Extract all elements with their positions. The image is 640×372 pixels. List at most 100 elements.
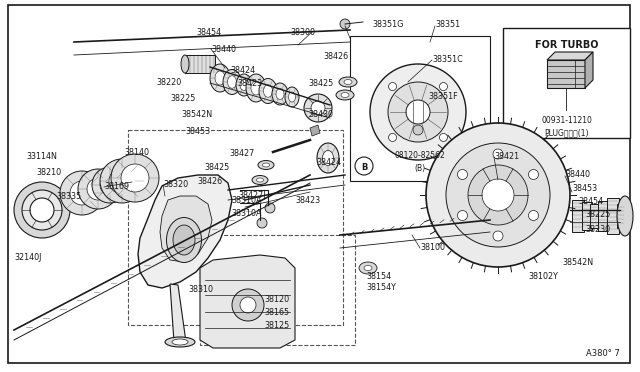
Text: 38423: 38423 bbox=[295, 196, 320, 205]
Circle shape bbox=[388, 82, 448, 142]
Ellipse shape bbox=[359, 262, 377, 274]
Text: 38154: 38154 bbox=[366, 272, 391, 281]
Text: 38335: 38335 bbox=[56, 192, 81, 201]
Text: 38154Y: 38154Y bbox=[366, 283, 396, 292]
Ellipse shape bbox=[317, 143, 339, 173]
Circle shape bbox=[311, 101, 325, 115]
Circle shape bbox=[265, 203, 275, 213]
Ellipse shape bbox=[181, 55, 189, 73]
Ellipse shape bbox=[264, 85, 273, 97]
Polygon shape bbox=[138, 175, 232, 288]
Text: 38310A: 38310A bbox=[231, 196, 262, 205]
Text: 38427J: 38427J bbox=[238, 191, 266, 200]
Ellipse shape bbox=[166, 218, 202, 263]
Bar bbox=[590, 204, 598, 228]
Text: 38125: 38125 bbox=[264, 321, 289, 330]
Ellipse shape bbox=[336, 90, 354, 100]
Circle shape bbox=[100, 175, 120, 195]
Text: 38454: 38454 bbox=[578, 197, 603, 206]
Text: 38102Y: 38102Y bbox=[528, 272, 558, 281]
Text: (B): (B) bbox=[415, 164, 426, 173]
Circle shape bbox=[340, 19, 350, 29]
Text: 38140: 38140 bbox=[124, 148, 149, 157]
Circle shape bbox=[355, 157, 373, 175]
Circle shape bbox=[426, 123, 570, 267]
Text: 38542N: 38542N bbox=[181, 110, 212, 119]
Text: 38427: 38427 bbox=[229, 149, 254, 158]
Text: 38426: 38426 bbox=[197, 177, 222, 186]
Text: 38423: 38423 bbox=[237, 79, 262, 88]
Text: FOR TURBO: FOR TURBO bbox=[535, 40, 598, 50]
Circle shape bbox=[109, 168, 135, 194]
Text: 38320: 38320 bbox=[163, 180, 188, 189]
Bar bbox=[547, 60, 585, 88]
Bar bbox=[598, 201, 608, 231]
Text: 38430: 38430 bbox=[308, 110, 333, 119]
Circle shape bbox=[304, 94, 332, 122]
Polygon shape bbox=[547, 52, 593, 60]
Text: 38351: 38351 bbox=[435, 20, 460, 29]
Bar bbox=[350, 36, 490, 181]
Text: 38351F: 38351F bbox=[428, 92, 458, 101]
Ellipse shape bbox=[215, 71, 225, 85]
Circle shape bbox=[529, 211, 538, 221]
Circle shape bbox=[60, 171, 104, 215]
Circle shape bbox=[446, 143, 550, 247]
Text: 38300: 38300 bbox=[290, 28, 315, 37]
Ellipse shape bbox=[172, 339, 188, 345]
Bar bbox=[617, 204, 625, 228]
Text: 38425: 38425 bbox=[204, 163, 229, 172]
Ellipse shape bbox=[210, 64, 230, 92]
Text: A380° 7: A380° 7 bbox=[586, 349, 620, 358]
Bar bbox=[185, 55, 215, 73]
Circle shape bbox=[440, 134, 447, 141]
Circle shape bbox=[493, 149, 503, 159]
Text: 38440: 38440 bbox=[565, 170, 590, 179]
Bar bbox=[582, 202, 592, 230]
Text: B: B bbox=[361, 163, 367, 172]
Circle shape bbox=[257, 218, 267, 228]
Ellipse shape bbox=[258, 160, 274, 170]
Ellipse shape bbox=[364, 266, 372, 270]
Bar bbox=[128, 130, 343, 325]
Text: 38225: 38225 bbox=[585, 210, 611, 219]
Circle shape bbox=[87, 178, 109, 200]
Text: 38351C: 38351C bbox=[432, 55, 463, 64]
Circle shape bbox=[121, 164, 149, 192]
Polygon shape bbox=[170, 284, 186, 342]
Text: 38210: 38210 bbox=[36, 168, 61, 177]
Ellipse shape bbox=[232, 289, 264, 321]
Text: 38440: 38440 bbox=[211, 45, 236, 54]
Ellipse shape bbox=[617, 196, 633, 236]
Polygon shape bbox=[585, 52, 593, 88]
Ellipse shape bbox=[272, 83, 288, 105]
Text: 38454: 38454 bbox=[196, 28, 221, 37]
Ellipse shape bbox=[240, 80, 248, 90]
Circle shape bbox=[111, 154, 159, 202]
Circle shape bbox=[100, 159, 144, 203]
Circle shape bbox=[22, 190, 62, 230]
Circle shape bbox=[14, 182, 70, 238]
Circle shape bbox=[370, 64, 466, 160]
Ellipse shape bbox=[344, 80, 352, 84]
Text: 38169: 38169 bbox=[104, 182, 129, 191]
Text: PLUGプラグ(1): PLUGプラグ(1) bbox=[544, 128, 589, 137]
Bar bbox=[503, 28, 630, 138]
Circle shape bbox=[388, 83, 397, 90]
Circle shape bbox=[493, 231, 503, 241]
Text: 38100: 38100 bbox=[420, 243, 445, 252]
Ellipse shape bbox=[227, 76, 237, 88]
Text: 38542N: 38542N bbox=[562, 258, 593, 267]
Text: 38310A: 38310A bbox=[231, 209, 262, 218]
Text: 38421: 38421 bbox=[494, 152, 519, 161]
Text: 00931-11210: 00931-11210 bbox=[541, 116, 592, 125]
Polygon shape bbox=[160, 196, 212, 262]
Text: 38424: 38424 bbox=[230, 66, 255, 75]
Ellipse shape bbox=[165, 337, 195, 347]
Text: 33114N: 33114N bbox=[26, 152, 57, 161]
Text: 38351G: 38351G bbox=[372, 20, 403, 29]
Ellipse shape bbox=[276, 89, 284, 99]
Polygon shape bbox=[200, 255, 295, 348]
Ellipse shape bbox=[251, 81, 261, 95]
Circle shape bbox=[92, 167, 128, 203]
